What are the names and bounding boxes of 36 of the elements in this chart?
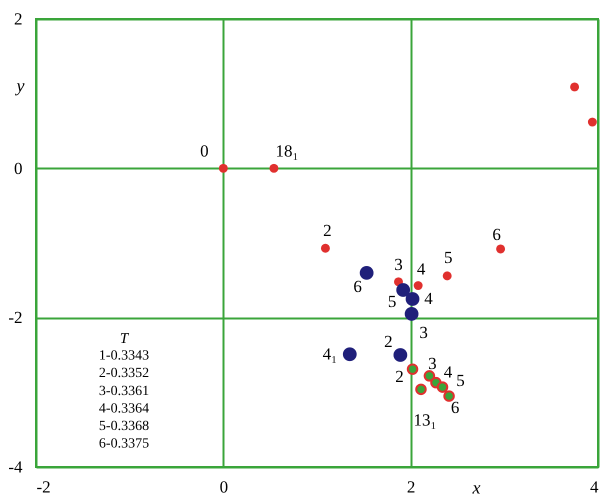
annotation: T (120, 331, 130, 347)
annotation: 3 (428, 354, 437, 373)
annotation: 5-0.3368 (98, 419, 150, 434)
y-tick-label: -2 (8, 308, 22, 328)
annotation: 4₁ (322, 344, 337, 364)
annotation: 4 (424, 289, 434, 308)
annotation: 6 (492, 224, 501, 244)
annotation: 5 (388, 292, 396, 312)
annotation: 6 (450, 398, 460, 418)
annotation: 3 (419, 322, 428, 342)
x-tick-label: 4 (590, 478, 599, 496)
x-axis-title: x (472, 478, 480, 497)
annotation: 6-0.3375 (98, 436, 150, 452)
annotation: 4 (444, 362, 453, 382)
annotation: 2 (395, 367, 404, 386)
annotation: 0 (200, 141, 209, 160)
annotation: 2 (323, 221, 332, 240)
x-tick-label: -2 (36, 478, 51, 496)
annotation: 4-0.3364 (98, 401, 150, 416)
annotation: 13₁ (414, 410, 436, 430)
annotation: 3-0.3361 (98, 384, 150, 399)
annotation: 1-0.3343 (98, 348, 150, 364)
y-axis-title: y (14, 76, 24, 96)
y-tick-label: -4 (8, 458, 23, 476)
y-tick-label: 2 (14, 10, 22, 28)
annotation: 5 (444, 248, 452, 267)
annotation: 6 (353, 276, 362, 296)
annotation: 2 (384, 332, 393, 351)
x-tick-label: 2 (406, 478, 416, 496)
annotation: 4 (416, 260, 426, 279)
annotation: 18₁ (275, 141, 298, 160)
y-tick-label: 0 (14, 158, 22, 178)
annotation: 3 (394, 254, 403, 274)
x-tick-label: 0 (220, 478, 228, 496)
annotation: 5 (456, 371, 465, 390)
annotation: 2-0.3352 (98, 366, 150, 382)
